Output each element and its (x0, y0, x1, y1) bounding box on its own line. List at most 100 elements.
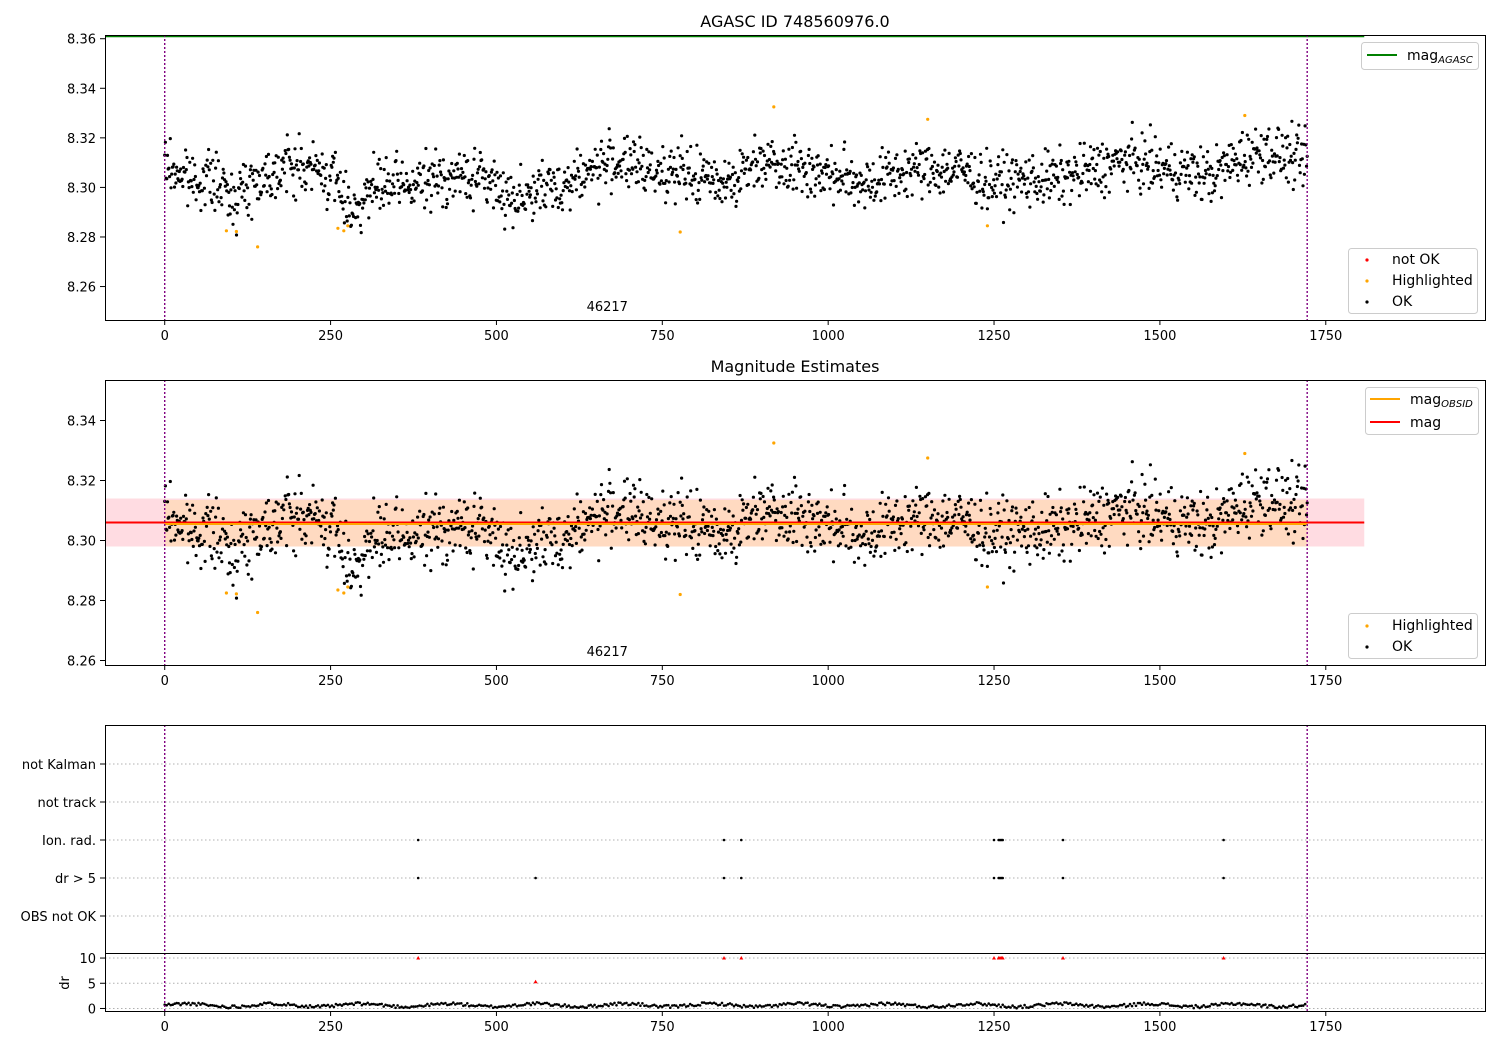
dr-point (1162, 1002, 1166, 1005)
ok-point (1008, 541, 1013, 545)
ok-point (746, 182, 751, 187)
dr-point (748, 1004, 752, 1007)
dr-point (1286, 1006, 1289, 1009)
ok-point (680, 476, 684, 480)
ok-point (534, 200, 538, 204)
ok-point (588, 517, 593, 521)
ok-point (691, 192, 695, 196)
ok-point (429, 569, 433, 573)
dr-point (247, 1005, 250, 1008)
ok-point (1169, 142, 1173, 146)
ok-point (877, 534, 882, 538)
ok-point (292, 166, 296, 170)
ok-point (1178, 534, 1182, 538)
dr-point (778, 1002, 781, 1006)
ok-point (772, 498, 776, 502)
ok-point (245, 206, 249, 210)
ok-point (595, 499, 599, 503)
ok-point (1022, 174, 1026, 178)
ok-point (827, 164, 831, 168)
ok-point (185, 155, 189, 160)
x-tick-label: 1500 (1143, 1020, 1176, 1035)
dr-point (268, 1001, 272, 1004)
ok-point (315, 506, 319, 510)
ok-point (529, 186, 533, 190)
ok-point (425, 554, 429, 558)
dr-point (229, 1006, 232, 1009)
ok-point (503, 589, 507, 593)
ok-point (1257, 494, 1261, 498)
ok-point (335, 173, 340, 177)
ok-point (451, 194, 455, 198)
ok-point (851, 181, 855, 185)
ok-point (1228, 175, 1232, 180)
dr-point (1274, 1006, 1277, 1009)
ok-point (346, 551, 350, 555)
dr-point (716, 1004, 720, 1007)
ok-point (400, 508, 404, 512)
ok-point (426, 530, 430, 534)
ok-point (1135, 512, 1139, 516)
legend-lines: magAGASC (1361, 42, 1479, 70)
ok-point (613, 171, 617, 175)
ok-point (222, 171, 226, 175)
x-tick-label: 1000 (812, 329, 845, 344)
ok-point (427, 535, 431, 539)
ok-point (1157, 173, 1162, 177)
ok-point (1293, 158, 1297, 162)
ok-point (341, 565, 345, 569)
ok-point (897, 191, 901, 195)
ok-point (899, 180, 903, 184)
ok-point (342, 179, 346, 184)
ok-point (1251, 161, 1255, 165)
ok-point (1286, 180, 1290, 184)
ok-point (637, 161, 641, 165)
ok-point (1203, 527, 1207, 531)
ok-point (732, 546, 736, 550)
ok-point (631, 167, 635, 171)
dr-point (493, 1005, 497, 1009)
ok-point (788, 530, 792, 534)
ok-point (717, 188, 721, 192)
ok-point (270, 547, 274, 551)
dr-point (233, 1004, 236, 1007)
ok-point (385, 530, 389, 535)
ok-point (1078, 141, 1082, 146)
ok-point (567, 180, 571, 184)
ok-point (510, 191, 514, 195)
ok-point (390, 193, 394, 197)
dr-point (1188, 1004, 1192, 1008)
dr-point (254, 1004, 258, 1008)
ok-point (1228, 526, 1232, 531)
ok-point (723, 196, 728, 200)
ok-point (988, 159, 992, 163)
ok-point (792, 529, 796, 533)
ok-point (1138, 186, 1142, 190)
ok-point (801, 165, 805, 169)
ok-point (395, 172, 399, 176)
ok-point (625, 134, 629, 138)
dr-point (999, 1005, 1002, 1009)
ok-point (1030, 169, 1034, 173)
ok-point (545, 183, 549, 187)
ok-point (239, 177, 243, 181)
dr-point (501, 1005, 505, 1008)
dr-point (587, 1004, 590, 1007)
ok-point (1023, 177, 1027, 181)
ok-point (623, 496, 627, 500)
ok-point (262, 184, 266, 188)
ok-point (1123, 495, 1127, 500)
dr-point (806, 1001, 809, 1004)
ok-point (374, 541, 378, 545)
ok-point (251, 178, 255, 182)
ok-point (488, 533, 492, 537)
ok-point (815, 163, 820, 167)
ok-point (441, 205, 445, 209)
dr-point (452, 1001, 455, 1004)
ok-point (320, 498, 324, 502)
ok-point (917, 162, 921, 167)
ok-point (207, 517, 211, 521)
ok-point (1142, 157, 1146, 161)
ok-point (418, 161, 422, 165)
